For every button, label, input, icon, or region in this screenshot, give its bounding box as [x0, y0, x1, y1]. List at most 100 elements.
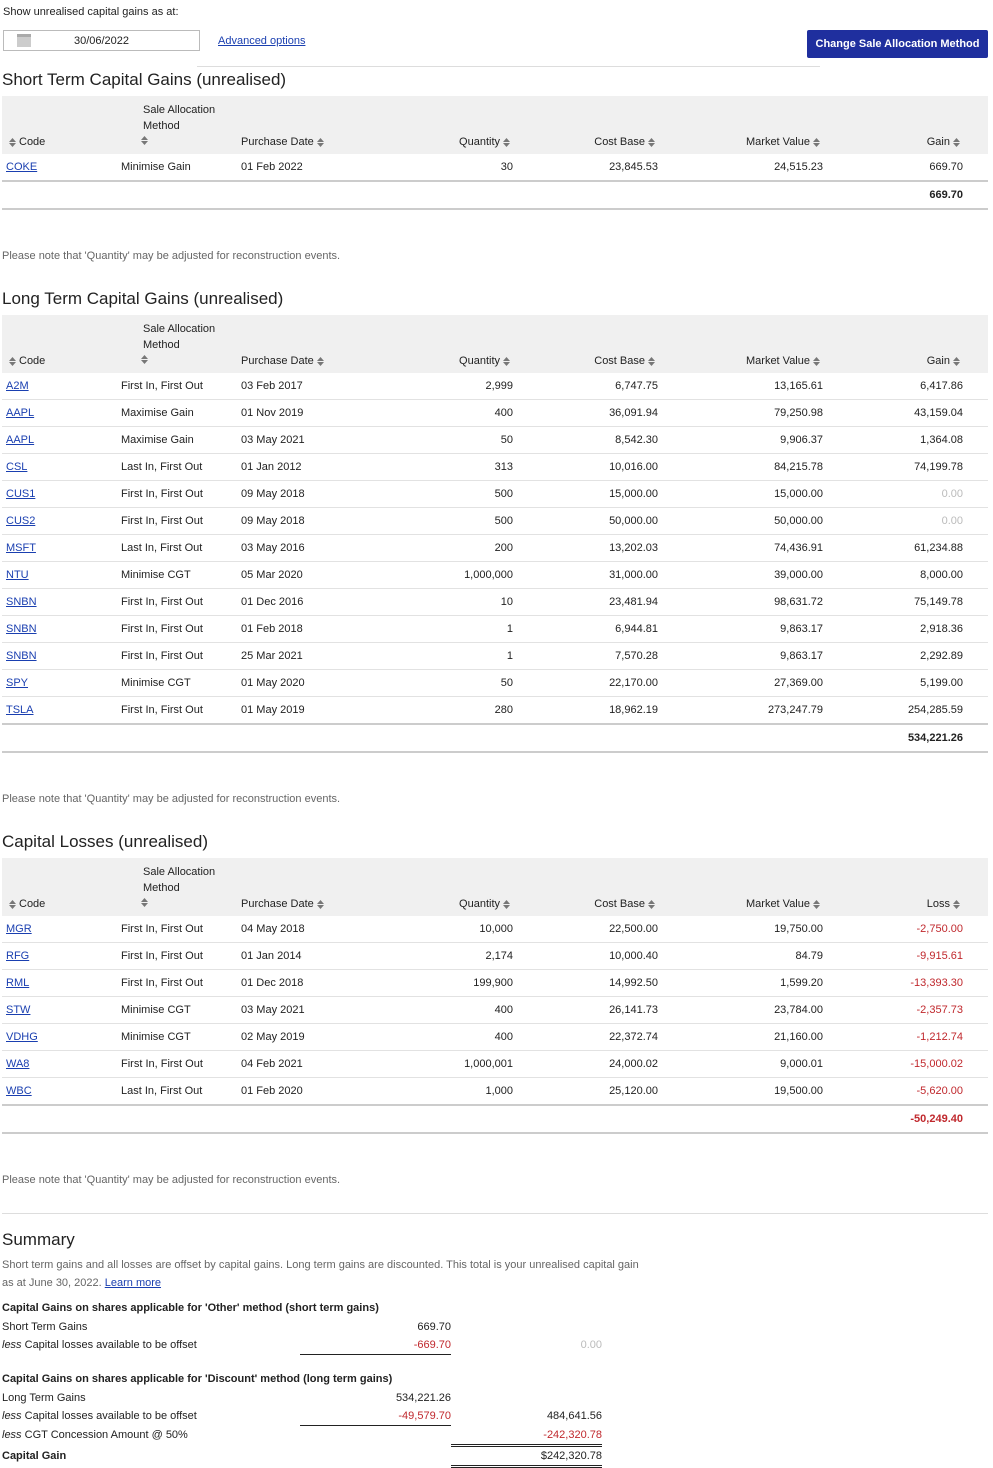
cell: 1,000,000 [402, 561, 517, 589]
summary-value: -49,579.70 [300, 1407, 451, 1426]
cell: 24,000.02 [517, 1050, 662, 1078]
cell-value: -15,000.02 [910, 1058, 963, 1070]
column-header[interactable]: Code [2, 96, 117, 154]
column-header[interactable]: Purchase Date [237, 96, 402, 154]
cell: 04 May 2018 [237, 916, 402, 943]
cell-value: 04 Feb 2021 [241, 1058, 303, 1070]
column-label: Gain [926, 136, 950, 148]
column-header[interactable]: Code [2, 858, 117, 916]
total-value: 669.70 [929, 189, 963, 201]
column-header[interactable]: Cost Base [517, 315, 662, 373]
code-link[interactable]: WA8 [6, 1058, 30, 1070]
data-row: RFG First In, First Out 01 Jan 2014 2,174 10… [2, 942, 988, 970]
code-link[interactable]: A2M [6, 380, 29, 392]
cell-value: 39,000.00 [774, 569, 823, 581]
cell-value: Minimise CGT [121, 1004, 191, 1016]
code-link[interactable]: CSL [6, 461, 28, 473]
cell: STW [2, 996, 117, 1024]
cell: Minimise CGT [117, 1023, 237, 1051]
cell: 39,000.00 [662, 561, 827, 589]
code-link[interactable]: COKE [6, 161, 38, 173]
code-link[interactable]: CUS1 [6, 488, 36, 500]
column-header[interactable]: Gain [827, 96, 967, 154]
column-header[interactable]: Quantity [402, 858, 517, 916]
cell-value: 23,481.94 [609, 596, 658, 608]
data-row: AAPL Maximise Gain 03 May 2021 50 8,542.30 9,… [2, 426, 988, 454]
cell [402, 1105, 517, 1134]
code-link[interactable]: TSLA [6, 704, 34, 716]
cell [967, 154, 988, 182]
cell: Minimise CGT [117, 561, 237, 589]
code-link[interactable]: STW [6, 1004, 31, 1016]
column-header[interactable]: Market Value [662, 96, 827, 154]
amount: -669.70 [413, 1339, 451, 1351]
code-link[interactable]: MGR [6, 923, 32, 935]
cell-value: 01 Feb 2022 [241, 161, 303, 173]
column-header[interactable]: Market Value [662, 315, 827, 373]
column-header[interactable]: Market Value [662, 858, 827, 916]
total-cell: 534,221.26 [827, 724, 967, 753]
cell [967, 588, 988, 616]
cell: 9,863.17 [662, 615, 827, 643]
summary-row: Capital Gain $242,320.78 [2, 1443, 602, 1468]
code-link[interactable]: SNBN [6, 596, 37, 608]
code-link[interactable]: CUS2 [6, 515, 36, 527]
code-link[interactable]: SNBN [6, 650, 37, 662]
cell: 18,962.19 [517, 696, 662, 725]
column-header[interactable]: Sale Allocation Method [117, 315, 237, 373]
summary-heading: Capital Gains on shares applicable for '… [2, 1373, 393, 1385]
cell: 04 Feb 2021 [237, 1050, 402, 1078]
cell: 74,436.91 [662, 534, 827, 562]
column-header[interactable]: Purchase Date [237, 315, 402, 373]
cell-value: 01 Nov 2019 [241, 407, 304, 419]
cell-value: 9,906.37 [780, 434, 823, 446]
summary-value [300, 1426, 451, 1446]
code-link[interactable]: AAPL [6, 434, 35, 446]
cell: 500 [402, 507, 517, 535]
cell: NTU [2, 561, 117, 589]
cell-value: 03 Feb 2017 [241, 380, 303, 392]
code-link[interactable]: MSFT [6, 542, 36, 554]
data-row: MSFT Last In, First Out 03 May 2016 200 13,2… [2, 534, 988, 562]
cell: CSL [2, 453, 117, 481]
cell: 50 [402, 669, 517, 697]
column-header[interactable]: Code [2, 315, 117, 373]
cell: WBC [2, 1077, 117, 1106]
code-link[interactable]: NTU [6, 569, 29, 581]
code-link[interactable]: SNBN [6, 623, 37, 635]
date-input[interactable]: 30/06/2022 [3, 30, 200, 51]
cell [967, 1105, 988, 1134]
cell-value: First In, First Out [121, 1058, 203, 1070]
column-header[interactable]: Cost Base [517, 858, 662, 916]
column-header[interactable]: Sale Allocation Method [117, 858, 237, 916]
cell-value: 01 Dec 2018 [241, 977, 304, 989]
cell: COKE [2, 154, 117, 182]
cell-value: First In, First Out [121, 704, 203, 716]
code-link[interactable]: RFG [6, 950, 30, 962]
column-header[interactable]: Purchase Date [237, 858, 402, 916]
column-header[interactable]: Quantity [402, 315, 517, 373]
date-value: 30/06/2022 [73, 35, 130, 47]
cell: 6,417.86 [827, 373, 967, 400]
code-link[interactable]: WBC [6, 1085, 32, 1097]
cell-value: Last In, First Out [121, 542, 203, 554]
code-link[interactable]: SPY [6, 677, 29, 689]
column-header[interactable]: Loss [827, 858, 967, 916]
summary-value [451, 1389, 602, 1407]
column-header[interactable]: Quantity [402, 96, 517, 154]
cell: CUS2 [2, 507, 117, 535]
code-link[interactable]: RML [6, 977, 30, 989]
column-header[interactable]: Sale Allocation Method [117, 96, 237, 154]
cell-value: 669.70 [929, 161, 963, 173]
code-link[interactable]: AAPL [6, 407, 35, 419]
summary-row: less Capital losses available to be offs… [2, 1407, 602, 1426]
cell-value: First In, First Out [121, 977, 203, 989]
learn-more-link[interactable]: Learn more [104, 1277, 162, 1289]
advanced-options-link[interactable]: Advanced options [218, 35, 306, 47]
code-link[interactable]: VDHG [6, 1031, 38, 1043]
column-header[interactable]: Gain [827, 315, 967, 373]
cell: -15,000.02 [827, 1050, 967, 1078]
cell-value: 400 [494, 1031, 513, 1043]
column-header[interactable]: Cost Base [517, 96, 662, 154]
change-method-button[interactable]: Change Sale Allocation Method [807, 30, 988, 58]
